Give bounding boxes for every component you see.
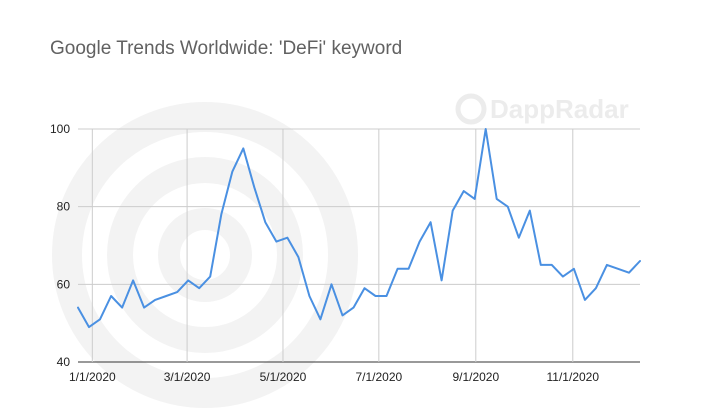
data-point [364, 287, 366, 289]
dappradar-watermark: DappRadar [52, 93, 629, 408]
data-point [353, 307, 355, 309]
data-point [551, 264, 553, 266]
data-point [408, 268, 410, 270]
data-point [628, 272, 630, 274]
y-axis: 40 60 80 100 [50, 122, 70, 369]
data-point [485, 128, 487, 130]
x-tick-label: 3/1/2020 [164, 370, 211, 384]
y-tick-label: 100 [50, 122, 70, 136]
chart-grid [78, 128, 640, 363]
data-point [143, 307, 145, 309]
data-point [419, 241, 421, 243]
data-point [562, 276, 564, 278]
data-point [375, 295, 377, 297]
data-point [319, 318, 321, 320]
data-point [308, 295, 310, 297]
data-point [617, 268, 619, 270]
data-point [121, 307, 123, 309]
chart-title: Google Trends Worldwide: 'DeFi' keyword [50, 38, 402, 59]
data-point [220, 213, 222, 215]
x-tick-label: 1/1/2020 [69, 370, 116, 384]
data-point [507, 206, 509, 208]
data-point [342, 314, 344, 316]
data-point [88, 326, 90, 328]
data-point [584, 299, 586, 301]
data-point [441, 279, 443, 281]
data-point [253, 186, 255, 188]
watermark-logo-icon [455, 93, 487, 125]
watermark-ring-outer [52, 102, 358, 408]
x-tick-label: 5/1/2020 [260, 370, 307, 384]
data-point [231, 171, 233, 173]
data-point [77, 307, 79, 309]
data-point [331, 283, 333, 285]
data-point [606, 264, 608, 266]
data-point [198, 287, 200, 289]
data-point [176, 291, 178, 293]
data-point [430, 221, 432, 223]
x-tick-label: 9/1/2020 [452, 370, 499, 384]
data-point [540, 264, 542, 266]
data-point [474, 198, 476, 200]
data-point [242, 147, 244, 149]
y-tick-label: 60 [57, 277, 71, 291]
data-point [518, 237, 520, 239]
data-point [386, 295, 388, 297]
data-point [452, 210, 454, 212]
y-tick-label: 80 [57, 200, 71, 214]
data-point [573, 268, 575, 270]
data-point [529, 210, 531, 212]
data-point [397, 268, 399, 270]
series-line [77, 128, 641, 329]
y-tick-label: 40 [57, 355, 71, 369]
data-point [110, 295, 112, 297]
x-axis: 1/1/2020 3/1/2020 5/1/2020 7/1/2020 9/1/2020… [69, 370, 599, 384]
data-point [264, 221, 266, 223]
data-point [496, 198, 498, 200]
data-point [209, 276, 211, 278]
series-layer [77, 128, 641, 329]
data-point [286, 237, 288, 239]
watermark-ring-inner [158, 208, 252, 302]
data-point [165, 295, 167, 297]
data-point [639, 260, 641, 262]
data-point [187, 279, 189, 281]
data-point [275, 241, 277, 243]
x-tick-label: 7/1/2020 [355, 370, 402, 384]
data-point [99, 318, 101, 320]
data-point [595, 287, 597, 289]
data-point [132, 279, 134, 281]
data-point [297, 256, 299, 258]
watermark-ring-middle [107, 157, 303, 353]
watermark-text: DappRadar [490, 94, 629, 124]
data-point [463, 190, 465, 192]
data-point [154, 299, 156, 301]
x-tick-label: 11/1/2020 [547, 370, 600, 384]
